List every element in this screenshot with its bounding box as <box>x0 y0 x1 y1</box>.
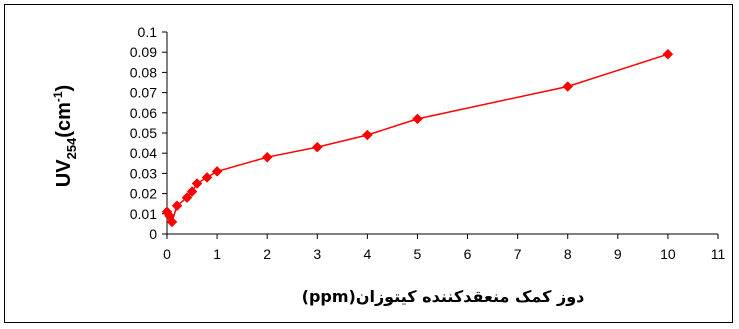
x-tick-label: 4 <box>363 246 371 262</box>
y-tick-labels: 0 0.01 0.02 0.03 0.04 0.05 0.06 0.07 0.08 0.09 0.1 <box>130 24 157 242</box>
data-point-marker <box>171 200 183 212</box>
x-tick-label: 2 <box>263 246 271 262</box>
y-tick-label: 0.05 <box>130 125 157 141</box>
y-tick-label: 0.1 <box>138 24 158 40</box>
y-tick-label: 0.07 <box>130 85 157 101</box>
x-tick-label: 0 <box>163 246 171 262</box>
x-axis-title: دوز کمک منعقدکننده کیتوزان(ppm) <box>302 287 585 306</box>
y-tick-label: 0.02 <box>130 186 157 202</box>
data-point-marker <box>662 48 674 60</box>
x-tick-label: 1 <box>213 246 221 262</box>
data-point-marker <box>562 81 574 92</box>
data-point-marker <box>261 151 273 163</box>
data-point-marker <box>311 141 323 153</box>
y-tick-label: 0.08 <box>130 64 157 80</box>
data-point-marker <box>186 186 198 197</box>
x-tick-label: 8 <box>564 246 572 262</box>
data-point-marker <box>166 216 178 228</box>
x-tick-label: 5 <box>414 246 422 262</box>
y-tick-label: 0.03 <box>130 165 157 181</box>
data-point-marker <box>412 113 423 125</box>
ylabel-unit-open: (cm <box>53 102 75 138</box>
ylabel-superscript: -1 <box>51 91 65 102</box>
data-point-marker <box>211 166 223 177</box>
series-polyline <box>166 53 669 225</box>
series-line <box>166 53 669 225</box>
y-tick-label: 0.09 <box>130 44 157 60</box>
y-axis-title: UV254(cm-1) <box>51 85 79 187</box>
series-markers <box>161 48 674 228</box>
chart-frame <box>4 4 733 323</box>
data-point-marker <box>362 129 373 141</box>
ylabel-main: UV <box>53 159 75 187</box>
x-tick-label: 7 <box>514 246 522 262</box>
x-tick-label: 9 <box>614 246 622 262</box>
y-tick-label: 0.04 <box>130 145 157 161</box>
x-tick-label: 10 <box>660 246 676 262</box>
y-tick-label: 0 <box>149 226 157 242</box>
ylabel-subscript: 254 <box>64 137 79 159</box>
x-tick-label: 6 <box>464 246 472 262</box>
data-point-marker <box>181 192 193 203</box>
x-tick-label: 3 <box>313 246 321 262</box>
svg-text:UV254(cm-1): UV254(cm-1) <box>51 85 79 187</box>
x-tick-labels: 0 1 2 3 4 5 6 7 8 9 10 11 <box>163 246 725 262</box>
axes <box>162 31 719 239</box>
ylabel-unit-close: ) <box>53 85 75 92</box>
y-tick-label: 0.01 <box>130 206 157 222</box>
data-point-marker <box>201 172 213 183</box>
x-tick-label: 11 <box>711 246 726 262</box>
y-tick-label: 0.06 <box>130 105 157 121</box>
data-point-marker <box>191 178 203 189</box>
